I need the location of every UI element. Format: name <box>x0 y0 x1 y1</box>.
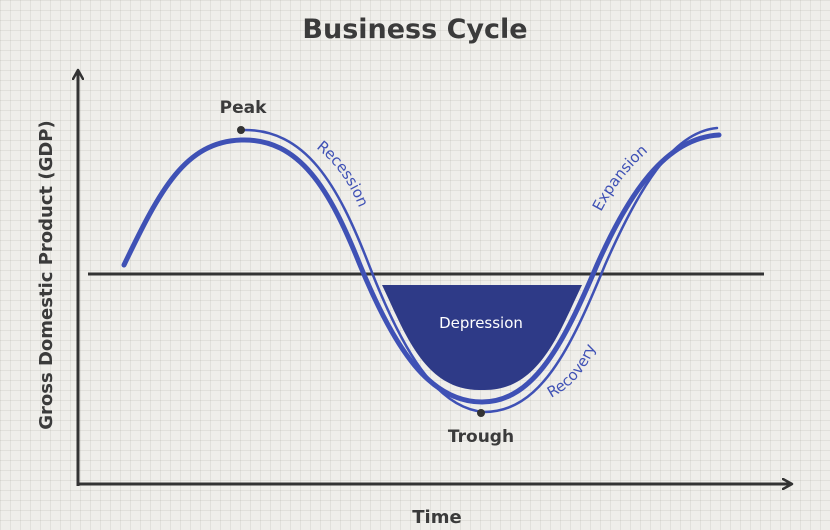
depression-label: Depression <box>439 314 523 332</box>
expansion-label: Expansion <box>589 141 651 214</box>
trough-marker <box>477 409 485 417</box>
depression-region <box>382 285 582 391</box>
peak-marker <box>237 126 245 134</box>
y-axis-label: Gross Domestic Product (GDP) <box>36 120 57 429</box>
gdp-cycle-curve <box>121 132 722 405</box>
chart-title: Business Cycle <box>302 14 527 45</box>
x-axis-label: Time <box>412 507 461 528</box>
peak-label: Peak <box>220 98 267 118</box>
trough-label: Trough <box>448 427 514 447</box>
